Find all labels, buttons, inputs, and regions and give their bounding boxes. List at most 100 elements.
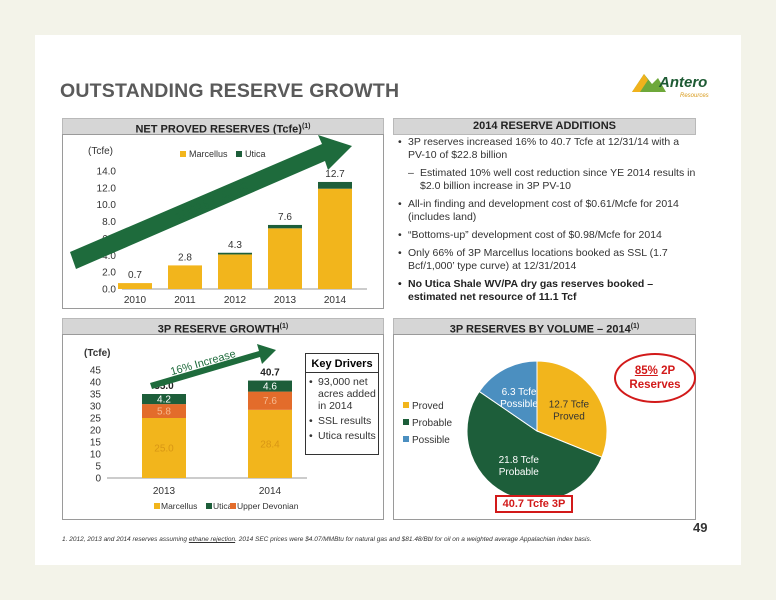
legend-label-proved: Proved — [412, 401, 444, 412]
key-drivers-title: Key Drivers — [306, 354, 378, 373]
x-tick-label: 2014 — [259, 486, 282, 497]
y-tick-label: 0 — [95, 474, 101, 485]
antero-logo-mark — [632, 74, 666, 92]
bar-total-label-2012: 4.3 — [228, 240, 242, 251]
y-tick-label: 15 — [90, 438, 102, 449]
logo-subtitle: Resources — [680, 93, 709, 99]
driver-ssl: SSL results — [306, 415, 378, 427]
legend-label-utica: Utica — [213, 501, 233, 511]
y-tick-label: 45 — [90, 366, 102, 377]
page-title: OUTSTANDING RESERVE GROWTH — [60, 80, 400, 102]
cagr-arrow — [70, 135, 352, 269]
legend-swatch-marcellus — [154, 503, 160, 509]
bullet-utica: No Utica Shale WV/PA dry gas reserves bo… — [396, 278, 696, 304]
pie-label-proved: 12.7 Tcfe Proved — [549, 399, 590, 422]
legend-swatch-utica — [236, 151, 242, 157]
driver-utica: Utica results — [306, 430, 378, 442]
additions-header: 2014 RESERVE ADDITIONS — [393, 118, 696, 135]
y-unit-label: (Tcfe) — [84, 348, 110, 359]
legend-label-marcellus: Marcellus — [161, 501, 197, 511]
bar-marcellus-2014 — [248, 409, 292, 478]
bar-utica-2013 — [142, 394, 186, 405]
pie-label-probable: 21.8 Tcfe Probable — [499, 455, 540, 478]
bar-total-label-2011: 2.8 — [178, 252, 192, 263]
bar-utica-2013 — [268, 224, 302, 229]
x-tick-label: 2013 — [274, 295, 297, 306]
bar-utica-2014 — [318, 181, 352, 189]
pie-slice-proved — [536, 360, 608, 458]
y-tick-label: 12.0 — [97, 183, 117, 194]
net-proved-chart: (Tcfe)0.02.04.06.08.010.012.014.0Marcell… — [70, 135, 367, 306]
logo-name: Antero — [659, 74, 708, 91]
bar-marcellus-2011 — [168, 265, 202, 289]
y-tick-label: 10 — [90, 450, 102, 461]
footnote: 1. 2012, 2013 and 2014 reserves assuming… — [62, 536, 592, 543]
segment-label: 4.2 — [157, 395, 171, 406]
legend-label-possible: Possible — [412, 435, 450, 446]
legend-swatch-upper-devonian — [230, 503, 236, 509]
y-tick-label: 5 — [95, 462, 101, 473]
segment-label: 28.4 — [260, 439, 280, 450]
segment-label: 7.6 — [263, 396, 277, 407]
x-tick-label: 2013 — [153, 486, 176, 497]
bar-upper-devonian-2014 — [248, 391, 292, 410]
legend-swatch-utica — [206, 503, 212, 509]
legend-label-upper-devonian: Upper Devonian — [237, 501, 299, 511]
y-tick-label: 0.0 — [102, 285, 116, 296]
y-tick-label: 14.0 — [97, 167, 117, 178]
bar-utica-2012 — [218, 252, 252, 255]
bar-total-label-2014: 40.7 — [260, 368, 280, 379]
y-tick-label: 4.0 — [102, 251, 116, 262]
y-tick-label: 10.0 — [97, 200, 117, 211]
bar-total-label-2010: 0.7 — [128, 270, 142, 281]
legend-swatch-possible — [403, 436, 409, 442]
growth-3p-header: 3P RESERVE GROWTH(1) — [62, 318, 384, 336]
y-tick-label: 40 — [90, 378, 102, 389]
additions-bullet-list: 3P reserves increased 16% to 40.7 Tcfe a… — [396, 136, 696, 309]
driver-acres: 93,000 net acres added in 2014 — [306, 376, 378, 412]
y-unit-label: (Tcfe) — [88, 146, 113, 157]
bar-total-label-2014: 12.7 — [325, 169, 345, 180]
bullet-ssl: Only 66% of 3P Marcellus locations booke… — [396, 247, 696, 273]
bullet-fd-cost: All-in finding and development cost of $… — [396, 198, 696, 224]
bar-marcellus-2010 — [118, 283, 152, 289]
segment-label: 5.8 — [157, 407, 171, 418]
bullet-3p-increase: 3P reserves increased 16% to 40.7 Tcfe a… — [396, 136, 696, 162]
bar-upper-devonian-2013 — [142, 404, 186, 418]
legend-swatch-probable — [403, 419, 409, 425]
y-tick-label: 2.0 — [102, 268, 116, 279]
segment-label: 4.6 — [263, 382, 277, 393]
legend-label-marcellus: Marcellus — [189, 149, 228, 159]
segment-label: 25.0 — [154, 444, 174, 455]
2p-reserves-badge: 85% 2P Reserves — [614, 353, 696, 403]
y-tick-label: 8.0 — [102, 217, 116, 228]
y-tick-label: 35 — [90, 390, 102, 401]
bar-marcellus-2013 — [142, 418, 186, 478]
bar-marcellus-2014 — [318, 188, 352, 289]
bar-marcellus-2012 — [218, 254, 252, 289]
bullet-well-cost: Estimated 10% well cost reduction since … — [396, 167, 696, 193]
bullet-dev-cost: “Bottoms-up” development cost of $0.98/M… — [396, 229, 696, 242]
y-tick-label: 25 — [90, 414, 102, 425]
x-tick-label: 2014 — [324, 295, 347, 306]
increase-arrow — [150, 344, 276, 389]
legend-label-probable: Probable — [412, 418, 452, 429]
total-3p-badge: 40.7 Tcfe 3P — [495, 495, 573, 513]
y-tick-label: 30 — [90, 402, 102, 413]
y-tick-label: 20 — [90, 426, 102, 437]
cagr-label: 108% CAGR — [172, 178, 252, 225]
by-volume-header: 3P RESERVES BY VOLUME – 2014(1) — [393, 318, 696, 336]
net-proved-header: NET PROVED RESERVES (Tcfe)(1) — [62, 118, 384, 136]
bar-utica-2014 — [248, 380, 292, 392]
legend-swatch-proved — [403, 402, 409, 408]
bar-marcellus-2013 — [268, 228, 302, 289]
key-drivers-box: Key Drivers 93,000 net acres added in 20… — [305, 353, 379, 455]
legend-swatch-marcellus — [180, 151, 186, 157]
bar-total-label-2013: 7.6 — [278, 212, 292, 223]
pie-label-possible: 6.3 Tcfe Possible — [500, 387, 538, 410]
legend-label-utica: Utica — [245, 149, 266, 159]
page-number: 49 — [693, 520, 708, 535]
pie-slice-probable — [466, 390, 603, 502]
bar-total-label-2013: 35.0 — [154, 381, 174, 392]
